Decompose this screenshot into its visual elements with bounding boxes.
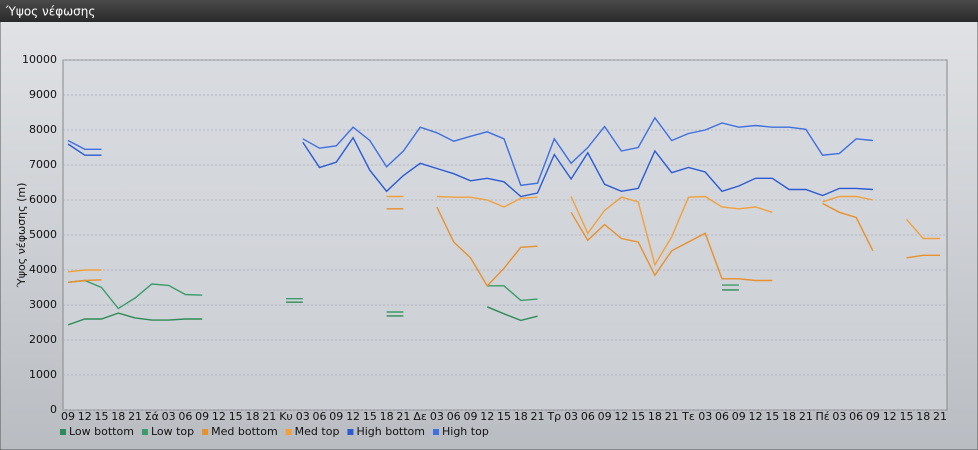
x-tick-label: 09 — [195, 410, 209, 423]
x-tick-label: Τρ — [546, 410, 561, 423]
x-tick-label: 15 — [765, 410, 779, 423]
legend-label: High top — [442, 425, 489, 438]
x-tick-label: 15 — [229, 410, 243, 423]
y-tick-label: 7000 — [29, 158, 57, 171]
x-tick-label: 18 — [111, 410, 125, 423]
x-tick-label: 18 — [245, 410, 259, 423]
legend-label: Med bottom — [211, 425, 278, 438]
x-tick-label: 06 — [313, 410, 327, 423]
x-tick-label: 09 — [463, 410, 477, 423]
x-tick-label: 09 — [732, 410, 746, 423]
x-tick-label: 06 — [849, 410, 863, 423]
x-tick-label: 06 — [581, 410, 595, 423]
panel-header — [0, 0, 978, 22]
x-tick-label: Σά — [145, 410, 159, 423]
x-tick-label: 21 — [799, 410, 813, 423]
y-axis-label: Ύψος νέφωσης (m) — [15, 183, 28, 289]
legend-swatch — [60, 429, 66, 435]
x-tick-label: 06 — [715, 410, 729, 423]
y-tick-label: 2000 — [29, 333, 57, 346]
legend-swatch — [141, 429, 148, 435]
series-line — [67, 289, 739, 326]
x-tick-label: 06 — [447, 410, 461, 423]
x-tick-label: 03 — [564, 410, 578, 423]
x-tick-label: 18 — [514, 410, 528, 423]
x-tick-label: Κυ — [279, 410, 293, 423]
y-tick-label: 10000 — [22, 53, 57, 66]
x-tick-label: 18 — [648, 410, 662, 423]
x-tick-label: 18 — [782, 410, 796, 423]
x-tick-label: 21 — [665, 410, 679, 423]
legend-swatch — [202, 429, 209, 435]
x-tick-label: Πέ — [816, 410, 830, 423]
y-tick-label: 9000 — [29, 88, 57, 101]
x-tick-label: 21 — [933, 410, 947, 423]
x-tick-label: 09 — [61, 410, 75, 423]
y-tick-label: 1000 — [29, 368, 57, 381]
x-tick-label: 12 — [346, 410, 360, 423]
x-tick-label: 15 — [631, 410, 645, 423]
x-tick-label: Τε — [681, 410, 695, 423]
y-tick-label: 4000 — [29, 263, 57, 276]
legend-swatch — [347, 429, 354, 435]
y-tick-label: 5000 — [29, 228, 57, 241]
x-tick-label: 03 — [430, 410, 444, 423]
x-tick-label: 09 — [329, 410, 343, 423]
y-tick-label: 8000 — [29, 123, 57, 136]
x-tick-label: 12 — [212, 410, 226, 423]
x-tick-label: Δε — [413, 410, 427, 423]
x-tick-label: 03 — [832, 410, 846, 423]
x-tick-label: 06 — [178, 410, 192, 423]
series-line — [67, 116, 873, 187]
x-tick-label: 21 — [396, 410, 410, 423]
x-tick-label: 15 — [497, 410, 511, 423]
x-tick-label: 03 — [296, 410, 310, 423]
x-tick-label: 09 — [866, 410, 880, 423]
legend-label: High bottom — [356, 425, 425, 438]
legend-label: Low top — [151, 425, 194, 438]
series-line — [67, 202, 940, 287]
legend-label: Med top — [295, 425, 340, 438]
y-tick-label: 0 — [50, 403, 57, 416]
x-tick-label: 03 — [698, 410, 712, 423]
y-tick-label: 6000 — [29, 193, 57, 206]
x-tick-label: 15 — [899, 410, 913, 423]
x-tick-label: 21 — [128, 410, 142, 423]
series-line — [67, 279, 739, 313]
x-tick-label: 15 — [363, 410, 377, 423]
x-tick-label: 15 — [95, 410, 109, 423]
x-tick-label: 12 — [480, 410, 494, 423]
x-tick-label: 18 — [916, 410, 930, 423]
series-line — [67, 195, 940, 273]
x-tick-label: 12 — [883, 410, 897, 423]
series-line — [67, 136, 873, 198]
x-tick-label: 09 — [598, 410, 612, 423]
legend-label: Low bottom — [69, 425, 134, 438]
x-tick-label: 18 — [380, 410, 394, 423]
chart-title: Ύψος νέφωσης — [5, 5, 95, 19]
x-tick-label: 21 — [531, 410, 545, 423]
legend-swatch — [433, 429, 439, 435]
x-tick-label: 12 — [78, 410, 92, 423]
x-tick-label: 12 — [749, 410, 763, 423]
x-tick-label: 03 — [162, 410, 176, 423]
x-tick-label: 12 — [614, 410, 628, 423]
legend-swatch — [285, 429, 292, 435]
y-tick-label: 3000 — [29, 298, 57, 311]
x-tick-label: 21 — [262, 410, 276, 423]
